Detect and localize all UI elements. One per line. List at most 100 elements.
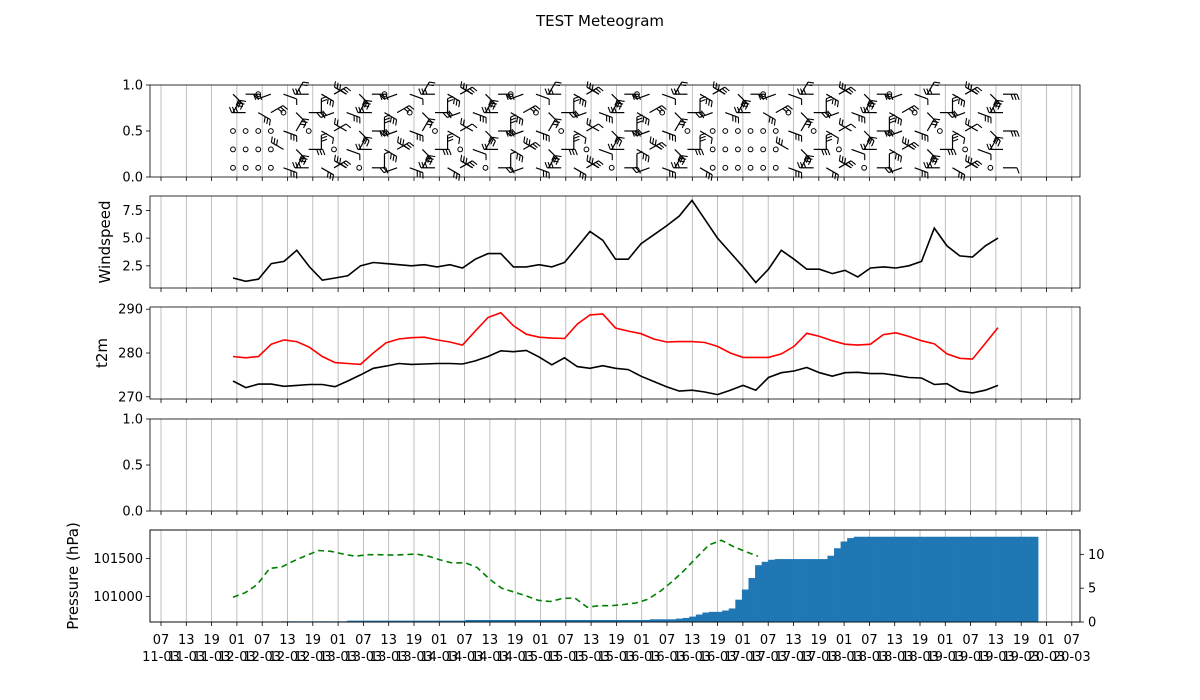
- wind-barb: [446, 112, 461, 118]
- wind-barb-flag: [462, 156, 465, 163]
- precip-bar: [623, 619, 631, 622]
- wind-barb-flag: [844, 157, 847, 164]
- precip-bar: [965, 536, 973, 622]
- x-tick-date: 13-03: [395, 650, 433, 665]
- wind-barb: [788, 93, 802, 100]
- wind-barb-flag: [364, 101, 368, 108]
- calm-marker: [230, 146, 236, 153]
- wind-barb-flag: [797, 88, 801, 95]
- wind-barb-flag: [321, 98, 328, 103]
- wind-barb-flag: [995, 138, 999, 145]
- precip-bar: [603, 619, 611, 622]
- wind-barb: [421, 118, 430, 132]
- x-tick-date: 13-03: [370, 650, 408, 665]
- wind-barb-flag: [399, 137, 402, 144]
- wind-barb-flag: [598, 123, 604, 129]
- wind-barb-flag: [1010, 94, 1014, 101]
- wind-barb-flag: [773, 119, 776, 126]
- wind-barb-flag: [321, 138, 328, 142]
- precip-bar: [419, 620, 427, 622]
- precip-bar: [439, 620, 447, 622]
- wind-barb-flag: [555, 159, 559, 165]
- wind-barb-flag: [850, 123, 857, 129]
- precip-bar: [840, 541, 848, 622]
- wind-barb: [535, 167, 550, 174]
- wind-barb-flag: [319, 149, 323, 156]
- precip-bar: [544, 619, 552, 622]
- x-tick-hour: 01: [229, 633, 246, 648]
- wind-barb-flag: [343, 161, 349, 167]
- wind-barb-flag: [453, 98, 456, 105]
- precip-bar: [728, 608, 736, 622]
- precip-bar: [985, 536, 993, 622]
- precip-bar: [662, 619, 670, 622]
- wind-barb-flag: [595, 161, 601, 167]
- x-tick-date: 12-03: [269, 650, 307, 665]
- wind-barb: [825, 112, 840, 118]
- wind-barb-flag: [913, 105, 920, 110]
- wind-barb: [775, 105, 789, 114]
- wind-barb-flag: [649, 136, 652, 143]
- wind-barb-flag: [894, 153, 897, 160]
- wind-barb-flag: [967, 156, 970, 163]
- wind-barb: [889, 112, 902, 121]
- wind-barb-flag: [637, 130, 641, 137]
- calm-marker: [684, 128, 691, 134]
- wind-barb-flag: [429, 122, 433, 129]
- wind-barb: [485, 93, 496, 105]
- wind-barb-flag: [838, 117, 841, 125]
- precip-bar: [932, 536, 940, 622]
- wind-barb-flag: [591, 157, 594, 164]
- wind-barb-flag: [960, 173, 963, 180]
- precip-bar: [919, 536, 927, 622]
- wind-barb-flag: [637, 128, 643, 135]
- wind-barb-flag: [698, 111, 703, 117]
- wind-barb-flag: [632, 167, 637, 173]
- x-tick-date: 11-03: [142, 650, 180, 665]
- wind-barb-flag: [336, 156, 339, 163]
- wind-barb: [914, 130, 929, 137]
- wind-barb-flag: [574, 110, 580, 116]
- wind-barb: [863, 130, 875, 142]
- wind-barb-flag: [634, 129, 640, 136]
- precip-bar: [432, 620, 440, 622]
- wind-barb-flag: [492, 136, 499, 139]
- x-tick-date: 16-03: [648, 650, 686, 665]
- wind-barb-flag: [573, 98, 580, 103]
- wind-barb-flag: [708, 173, 711, 180]
- wind-barb-flag: [1016, 94, 1020, 101]
- precip-bar: [866, 536, 874, 622]
- precip-bar: [886, 536, 894, 622]
- wind-barb: [775, 141, 789, 150]
- x-tick-date: 11-03: [167, 650, 205, 665]
- calm-marker: [242, 146, 249, 153]
- wind-barb-flag: [637, 94, 641, 101]
- wind-barb-flag: [239, 103, 244, 110]
- wind-barb-flag: [636, 117, 643, 121]
- wind-barb-flag: [259, 94, 263, 101]
- wind-barb: [321, 130, 334, 139]
- wind-barb-flag: [934, 81, 941, 84]
- x-tick-hour: 07: [355, 633, 372, 648]
- x-tick-hour: 01: [735, 633, 752, 648]
- wind-barb: [699, 130, 713, 139]
- x-tick-date: 17-03: [749, 650, 787, 665]
- wind-barb: [989, 93, 1001, 105]
- wind-barb-flag: [322, 149, 326, 156]
- wind-barb-flag: [521, 119, 524, 126]
- wind-barb-flag: [389, 116, 392, 123]
- precip-bar: [748, 578, 756, 622]
- precip-bar: [820, 559, 828, 622]
- wind-barb-flag: [838, 154, 841, 161]
- calm-marker: [936, 128, 943, 134]
- wind-barb-flag: [270, 136, 273, 143]
- wind-barb-flag: [460, 117, 463, 125]
- wind-barb: [661, 167, 676, 174]
- wind-barb: [977, 112, 992, 118]
- precip-bar: [360, 620, 368, 622]
- wind-barb: [510, 148, 524, 157]
- wind-barb-flag: [636, 120, 643, 124]
- wind-barb-flag: [355, 106, 359, 113]
- wind-barb: [321, 167, 334, 176]
- wind-barb-flag: [697, 149, 702, 156]
